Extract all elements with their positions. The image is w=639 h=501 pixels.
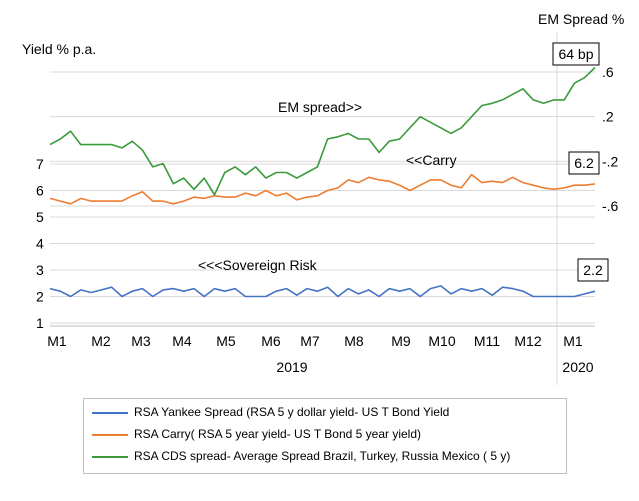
callout-em: 64 bp [558,46,593,62]
month-tick-label: M3 [131,333,151,349]
month-tick-label: M11 [474,333,500,349]
callout-yankee: 2.2 [583,262,603,278]
right-axis-label: EM Spread % [538,11,624,27]
legend-item-yankee: RSA Yankee Spread (RSA 5 y dollar yield-… [92,405,449,423]
month-tick-label: M5 [216,333,236,349]
month-tick-label: M8 [344,333,364,349]
month-tick-label: M9 [391,333,411,349]
series-yankee-spread [49,285,596,298]
legend-swatch [92,455,128,458]
legend: RSA Yankee Spread (RSA 5 y dollar yield-… [83,398,567,474]
chart-series [49,66,596,298]
series-carry [49,173,596,205]
legend-label: RSA Carry( RSA 5 year yield- US T Bond 5… [134,427,422,441]
left-tick-label: 6 [36,183,44,199]
left-axis-label: Yield % p.a. [22,41,96,57]
right-tick-label: -.6 [602,198,619,214]
month-tick-label: M4 [172,333,192,349]
legend-swatch [92,411,128,414]
left-tick-label: 4 [36,236,44,252]
callout-em-box [552,42,600,66]
month-tick-label: M6 [261,333,281,349]
right-tick-label: .6 [602,64,614,80]
series-em-cds-spread [49,66,596,196]
legend-label: RSA CDS spread- Average Spread Brazil, T… [134,449,511,463]
annotation-em-spread: EM spread>> [278,99,362,115]
month-tick-label: M1 [47,333,67,349]
right-tick-label: .2 [602,109,614,125]
annotation-carry: <<Carry [406,152,457,168]
chart-labels: Yield % p.a. EM Spread % EM spread>> <<C… [22,11,624,375]
left-tick-label: 7 [36,156,44,172]
legend-item-cds: RSA CDS spread- Average Spread Brazil, T… [92,449,510,467]
callout-carry: 6.2 [574,155,594,171]
right-tick-label: -.2 [602,153,619,169]
legend-swatch [92,433,128,436]
month-tick-label: M1 [563,333,583,349]
month-tick-label: M2 [91,333,111,349]
callout-yankee-box [577,258,609,282]
chart-grid: 1 2 3 4 5 6 7 .6 .2 -.2 -.6 M1 M2 M3 M4 M5 M6 M7 M8 M9 M10 M1… [36,32,619,385]
left-tick-label: 3 [36,262,44,278]
left-tick-label: 2 [36,289,44,305]
month-tick-label: M12 [514,333,541,349]
chart-callouts: 64 bp 6.2 2.2 [552,42,609,282]
left-tick-label: 5 [36,209,44,225]
legend-item-carry: RSA Carry( RSA 5 year yield- US T Bond 5… [92,427,421,445]
annotation-sovereign-risk: <<<Sovereign Risk [198,257,318,273]
left-tick-label: 1 [36,315,44,331]
month-tick-label: M10 [428,333,455,349]
year-label-2020: 2020 [562,359,593,375]
month-tick-label: M7 [300,333,320,349]
callout-carry-box [568,151,600,175]
year-label-2019: 2019 [276,359,307,375]
legend-label: RSA Yankee Spread (RSA 5 y dollar yield-… [134,405,450,419]
